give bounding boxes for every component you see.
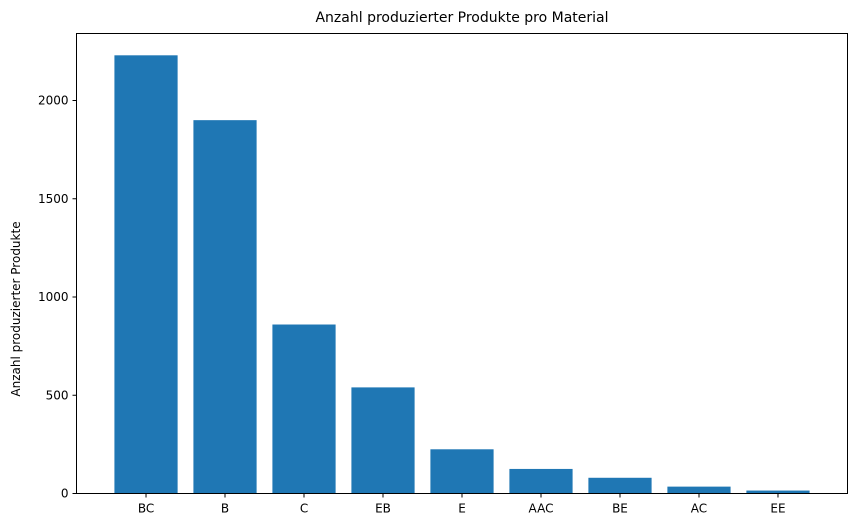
bar-ac (667, 486, 731, 494)
x-tick-label: AAC (529, 502, 554, 516)
x-tick-label: AC (691, 502, 707, 516)
x-tick-label: C (300, 502, 308, 516)
plot-frame (76, 33, 848, 494)
chart-title: Anzahl produzierter Produkte pro Materia… (315, 10, 608, 26)
bar-aac (509, 468, 573, 494)
y-axis-label: Anzahl produzierter Produkte (9, 221, 23, 396)
y-tick-label: 1500 (38, 192, 69, 206)
bar-c (272, 324, 336, 494)
y-tick-label: 500 (46, 388, 69, 402)
x-tick-label: EE (770, 502, 785, 516)
bar-b (193, 120, 257, 494)
bar-e (430, 449, 494, 494)
x-tick-label: E (458, 502, 466, 516)
y-tick-label: 2000 (38, 94, 69, 108)
bars-group (114, 55, 810, 494)
x-tick-label: EB (375, 502, 391, 516)
x-axis: BC B C EB E AAC BE AC EE (138, 493, 786, 516)
x-tick-label: BC (138, 502, 154, 516)
bar-ee (746, 490, 810, 494)
y-axis: 0 500 1000 1500 2000 (38, 94, 77, 501)
x-tick-label: B (221, 502, 229, 516)
y-tick-label: 0 (61, 487, 69, 501)
bar-bc (114, 55, 178, 494)
x-tick-label: BE (612, 502, 628, 516)
bar-be (588, 477, 652, 494)
bar-eb (351, 387, 415, 494)
y-tick-label: 1000 (38, 290, 69, 304)
